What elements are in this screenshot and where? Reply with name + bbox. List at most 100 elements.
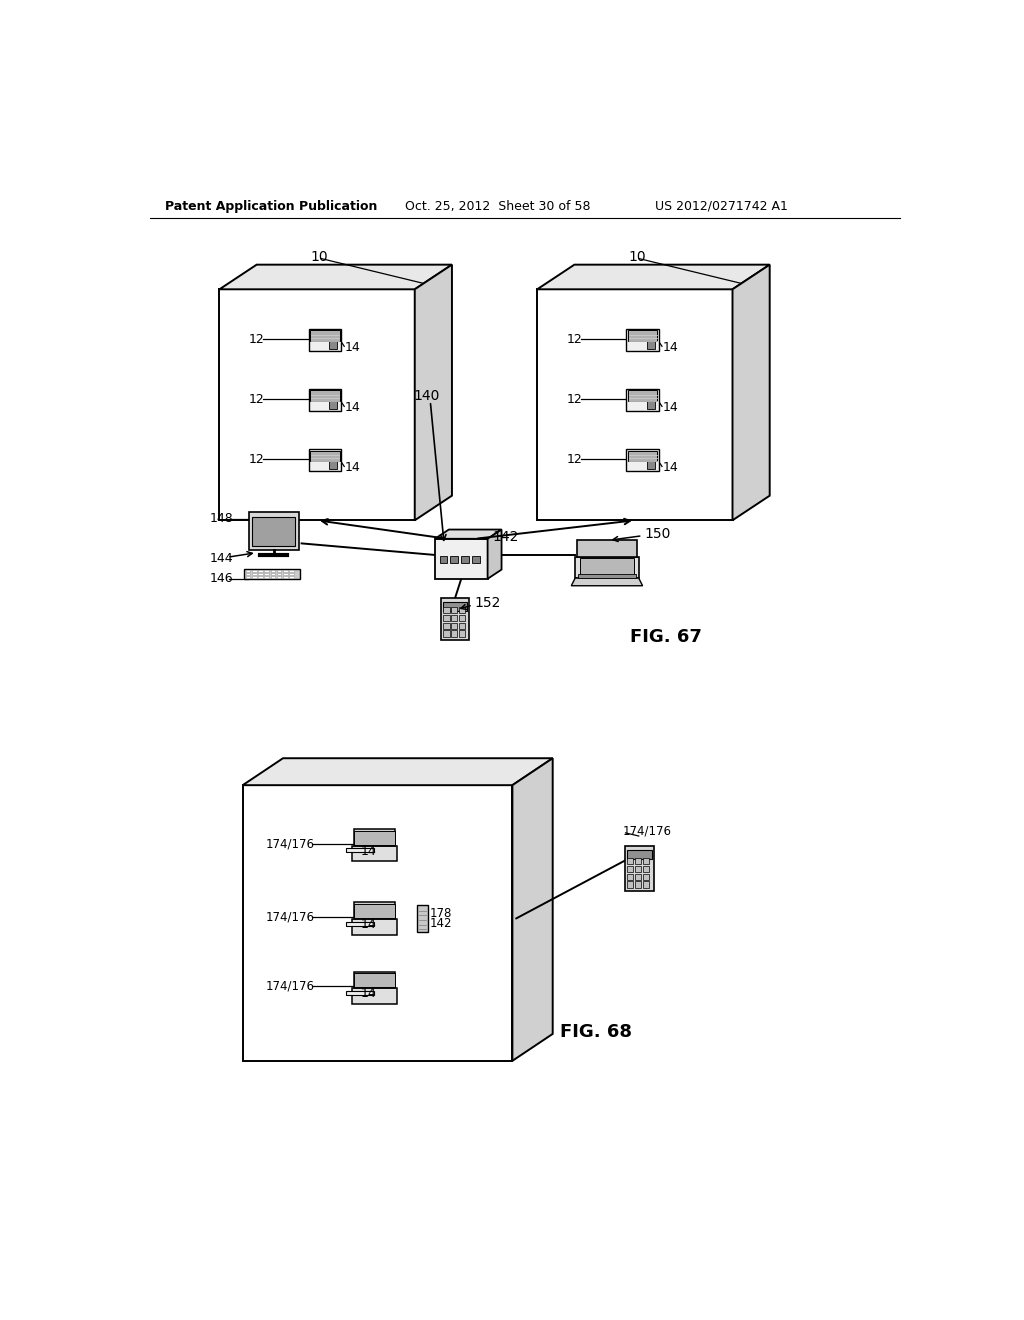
Polygon shape: [289, 573, 294, 576]
Text: 14: 14: [360, 845, 376, 858]
Text: 144: 144: [210, 552, 233, 565]
Polygon shape: [646, 341, 654, 350]
Polygon shape: [329, 401, 337, 409]
Polygon shape: [443, 615, 450, 622]
Polygon shape: [459, 607, 465, 614]
Polygon shape: [346, 849, 375, 853]
Polygon shape: [487, 529, 502, 579]
Polygon shape: [625, 846, 654, 891]
Text: 152: 152: [474, 597, 501, 610]
Text: 12: 12: [566, 453, 583, 466]
Polygon shape: [258, 573, 263, 576]
Text: 14: 14: [345, 462, 360, 474]
Polygon shape: [346, 921, 375, 925]
Text: FIG. 67: FIG. 67: [630, 628, 702, 647]
Polygon shape: [219, 264, 452, 289]
Polygon shape: [415, 264, 452, 520]
Polygon shape: [264, 576, 269, 578]
Polygon shape: [435, 539, 487, 579]
Polygon shape: [441, 598, 469, 640]
Polygon shape: [289, 570, 294, 573]
Polygon shape: [352, 846, 397, 862]
Polygon shape: [219, 289, 415, 520]
Polygon shape: [627, 858, 633, 865]
Text: 14: 14: [663, 401, 679, 414]
Text: 140: 140: [414, 388, 439, 403]
Polygon shape: [310, 450, 340, 461]
Polygon shape: [353, 972, 395, 989]
Polygon shape: [512, 758, 553, 1061]
Polygon shape: [243, 785, 512, 1061]
Polygon shape: [283, 570, 288, 573]
Polygon shape: [443, 602, 467, 611]
Polygon shape: [461, 556, 469, 562]
Text: 174/176: 174/176: [266, 911, 315, 924]
Polygon shape: [245, 569, 300, 579]
Polygon shape: [346, 991, 375, 995]
Polygon shape: [270, 576, 275, 578]
Polygon shape: [329, 341, 337, 350]
Text: Patent Application Publication: Patent Application Publication: [165, 199, 378, 213]
Text: 174/176: 174/176: [623, 825, 672, 838]
Polygon shape: [452, 631, 458, 636]
Polygon shape: [329, 461, 337, 470]
Polygon shape: [417, 904, 428, 932]
Polygon shape: [459, 615, 465, 622]
Text: 14: 14: [345, 401, 360, 414]
Polygon shape: [628, 450, 657, 461]
Polygon shape: [627, 449, 658, 471]
Text: 12: 12: [249, 453, 264, 466]
Polygon shape: [571, 578, 643, 586]
Polygon shape: [443, 623, 450, 628]
Polygon shape: [353, 829, 395, 846]
Text: 14: 14: [663, 342, 679, 354]
Polygon shape: [249, 512, 299, 549]
Polygon shape: [310, 330, 340, 341]
Polygon shape: [252, 516, 295, 546]
Polygon shape: [352, 989, 397, 1003]
Polygon shape: [451, 556, 458, 562]
Polygon shape: [643, 882, 649, 887]
Polygon shape: [627, 882, 633, 887]
Polygon shape: [628, 330, 657, 341]
Polygon shape: [258, 570, 263, 573]
Text: 14: 14: [345, 342, 360, 354]
Polygon shape: [264, 573, 269, 576]
Polygon shape: [452, 607, 458, 614]
Polygon shape: [627, 330, 658, 351]
Polygon shape: [270, 573, 275, 576]
Text: 148: 148: [210, 512, 233, 525]
Polygon shape: [646, 461, 654, 470]
Text: 174/176: 174/176: [266, 979, 315, 993]
Text: 12: 12: [566, 393, 583, 407]
Polygon shape: [646, 401, 654, 409]
Polygon shape: [538, 264, 770, 289]
Text: 146: 146: [210, 573, 233, 585]
Polygon shape: [643, 858, 649, 865]
Text: 12: 12: [249, 393, 264, 407]
Polygon shape: [354, 904, 394, 917]
Polygon shape: [353, 903, 395, 919]
Polygon shape: [627, 389, 658, 411]
Polygon shape: [732, 264, 770, 520]
Polygon shape: [243, 758, 553, 785]
Polygon shape: [443, 631, 450, 636]
Polygon shape: [635, 882, 641, 887]
Text: 12: 12: [566, 333, 583, 346]
Polygon shape: [643, 874, 649, 880]
Text: FIG. 68: FIG. 68: [560, 1023, 633, 1040]
Polygon shape: [439, 556, 447, 562]
Text: 12: 12: [249, 333, 264, 346]
Text: 142: 142: [493, 531, 518, 544]
Text: 142: 142: [429, 916, 452, 929]
Polygon shape: [308, 330, 341, 351]
Polygon shape: [354, 832, 394, 845]
Polygon shape: [310, 391, 340, 401]
Polygon shape: [635, 874, 641, 880]
Polygon shape: [459, 631, 465, 636]
Polygon shape: [443, 607, 450, 614]
Polygon shape: [643, 866, 649, 873]
Polygon shape: [308, 449, 341, 471]
Text: 174/176: 174/176: [266, 837, 315, 850]
Polygon shape: [452, 615, 458, 622]
